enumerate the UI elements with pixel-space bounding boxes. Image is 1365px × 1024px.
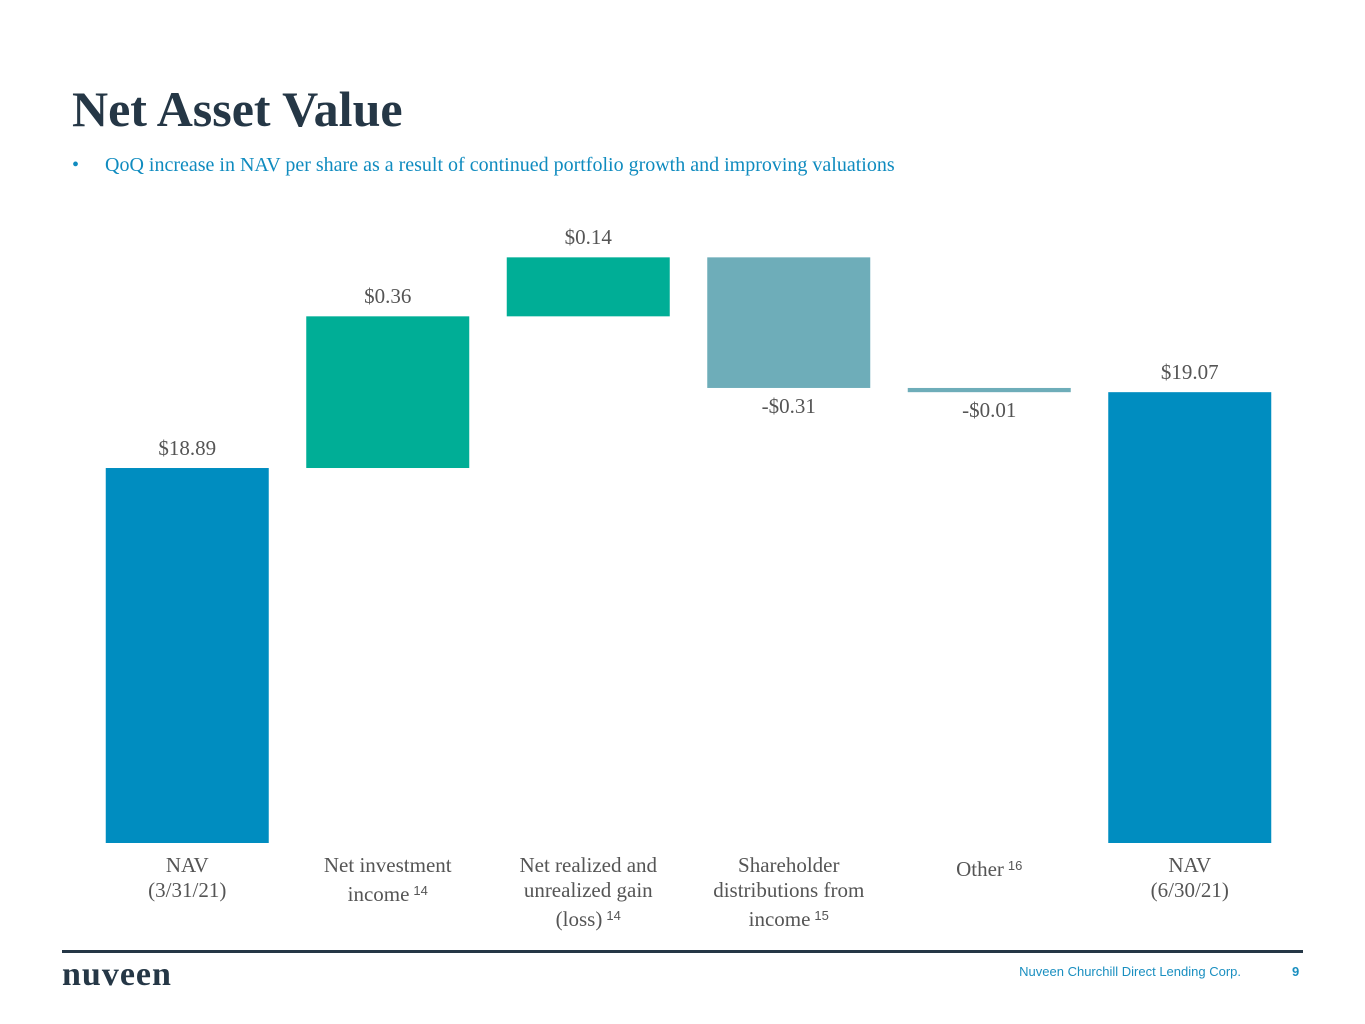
footer-rule bbox=[62, 950, 1303, 953]
footnote-marker: 14 bbox=[413, 883, 428, 898]
value-label: $0.36 bbox=[364, 284, 411, 308]
company-name: Nuveen Churchill Direct Lending Corp. bbox=[1019, 964, 1241, 979]
value-label: -$0.01 bbox=[962, 398, 1016, 422]
bar bbox=[506, 257, 670, 317]
footnote-marker: 15 bbox=[814, 908, 829, 923]
bar bbox=[105, 468, 269, 843]
category-line: (loss) 14 bbox=[555, 907, 621, 931]
category-line: Net investment bbox=[323, 853, 452, 877]
category-line: distributions from bbox=[713, 878, 865, 902]
bar bbox=[707, 257, 871, 388]
category-label: Other 16 bbox=[889, 853, 1089, 882]
bar bbox=[907, 387, 1071, 393]
slide-title: Net Asset Value bbox=[72, 81, 403, 137]
category-line: unrealized gain bbox=[523, 878, 653, 902]
category-line: NAV bbox=[1168, 853, 1212, 877]
category-line: Net realized and bbox=[519, 853, 658, 877]
category-label: Shareholder distributions from income 15 bbox=[689, 853, 889, 932]
bullet: • QoQ increase in NAV per share as a resu… bbox=[72, 154, 895, 177]
category-line: Other 16 bbox=[956, 857, 1023, 881]
category-label: Net realized and unrealized gain (loss) 14 bbox=[488, 853, 688, 932]
category-line: Shareholder bbox=[738, 853, 840, 877]
value-label: $18.89 bbox=[158, 436, 216, 460]
value-label: $19.07 bbox=[1161, 360, 1219, 384]
footnote-marker: 16 bbox=[1007, 858, 1023, 873]
bar bbox=[306, 316, 470, 469]
bar bbox=[1108, 392, 1272, 843]
category-line: NAV bbox=[165, 853, 209, 877]
footnote-marker: 14 bbox=[606, 908, 621, 923]
category-line: income 15 bbox=[748, 907, 829, 931]
category-line: (3/31/21) bbox=[148, 878, 227, 902]
bullet-dot: • bbox=[72, 154, 80, 176]
logo: nuveen bbox=[62, 956, 172, 993]
category-line: income 14 bbox=[347, 882, 428, 906]
value-label: $0.14 bbox=[565, 225, 613, 249]
bullet-text: QoQ increase in NAV per share as a resul… bbox=[105, 154, 895, 176]
page-number: 9 bbox=[1292, 964, 1300, 979]
category-label: NAV (6/30/21) bbox=[1090, 853, 1290, 903]
value-label: -$0.31 bbox=[762, 394, 816, 418]
category-label: NAV (3/31/21) bbox=[87, 853, 287, 903]
category-line: (6/30/21) bbox=[1150, 878, 1229, 902]
category-label: Net investment income 14 bbox=[288, 853, 488, 907]
